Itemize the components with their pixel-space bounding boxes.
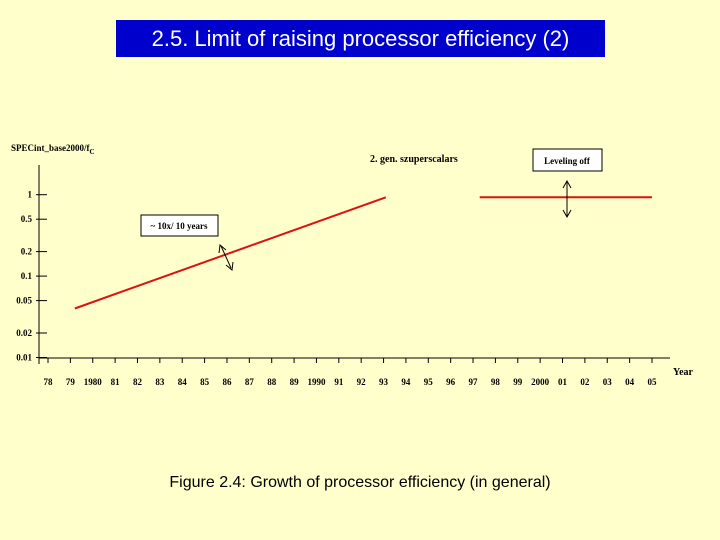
y-axis-label-sub: C [90,148,95,156]
x-tick-label: 88 [267,377,277,387]
series [74,196,652,310]
y-tick-label: 0.01 [16,353,32,363]
y-ticks: 1 0.5 0.2 0.1 0.05 0.02 0.01 [16,190,47,363]
x-axis-label: Year [673,367,694,378]
x-tick-label: 85 [200,377,210,387]
x-tick-label: 05 [648,377,658,387]
x-tick-label: 99 [513,377,523,387]
x-tick-label: 79 [66,377,76,387]
rate-label: ~ 10x/ 10 years [151,221,208,231]
x-tick-label: 92 [357,377,367,387]
x-tick-label: 89 [290,377,300,387]
x-tick-label: 1980 [84,377,103,387]
series-line-growth [74,196,387,310]
x-tick-label: 78 [44,377,54,387]
leveling-box [532,148,603,172]
y-tick-label: 1 [28,190,33,200]
x-tick-label: 91 [334,377,344,387]
x-tick-label: 04 [625,377,635,387]
x-tick-label: 81 [111,377,121,387]
x-tick-label: 86 [222,377,232,387]
x-tick-label: 97 [469,377,479,387]
y-tick-label: 0.1 [21,271,33,281]
rate-callout: ~ 10x/ 10 years [140,214,234,271]
gen-annotation: 2. gen. szuperscalars [370,154,458,165]
x-tick-label: 93 [379,377,389,387]
leveling-label: Leveling off [544,156,591,166]
leveling-callout: Leveling off [532,148,603,219]
rate-arrow-head-down [225,261,234,271]
x-tick-label: 1990 [307,377,326,387]
x-tick-label: 2000 [531,377,550,387]
x-tick-label: 96 [446,377,456,387]
y-tick-label: 0.02 [16,328,32,338]
rate-box [140,214,219,237]
y-axis-label-main: SPECint_base2000/f [11,143,91,153]
y-tick-label: 0.2 [21,247,33,257]
leveling-arrow-head-down [562,209,572,219]
leveling-arrow-head-up [562,179,572,189]
slide-title: 2.5. Limit of raising processor efficien… [116,20,605,57]
y-tick-label: 0.05 [16,296,32,306]
figure-caption: Figure 2.4: Growth of processor efficien… [169,474,551,491]
x-tick-label: 03 [603,377,613,387]
rate-arrow-head-up [218,244,227,254]
x-tick-label: 95 [424,377,434,387]
y-tick-label: 0.5 [21,214,33,224]
x-tick-label: 82 [133,377,143,387]
axes [38,165,670,364]
x-ticks: 78 79 1980 81 82 83 84 85 86 87 88 89 1990 91 92 93 94 95… [44,358,658,387]
rate-arrow [220,245,232,269]
x-tick-label: 94 [401,377,411,387]
x-tick-label: 98 [491,377,501,387]
x-tick-label: 01 [558,377,568,387]
x-tick-label: 83 [155,377,165,387]
y-axis-label: SPECint_base2000/fC [11,143,95,156]
x-tick-label: 84 [178,377,188,387]
x-tick-label: 02 [580,377,590,387]
x-tick-label: 87 [245,377,255,387]
